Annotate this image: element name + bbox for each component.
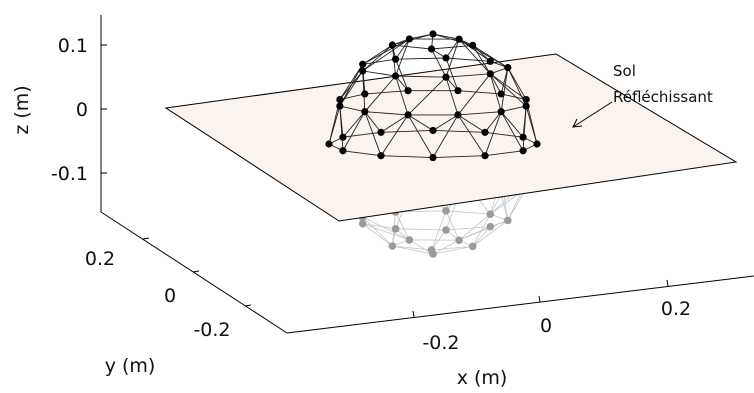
sphere-vertex (442, 207, 450, 215)
y-tick-label: 0 (164, 285, 176, 307)
y-tick-label: -0.2 (193, 319, 230, 341)
sphere-edge (473, 214, 491, 246)
z-tick-label: 0 (76, 99, 88, 121)
sphere-vertex (389, 242, 397, 250)
z-tick-labels: 0.1 0 -0.1 (51, 35, 88, 185)
sphere-vertex (487, 58, 494, 65)
sphere-vertex (487, 210, 495, 218)
sphere-vertex (523, 96, 530, 103)
x-tick-labels: -0.2 0 0.2 (422, 298, 691, 354)
sphere-vertex (377, 152, 384, 159)
sphere-vertex (359, 67, 366, 74)
sphere-vertex (454, 87, 461, 94)
sphere-vertex (429, 127, 436, 134)
sphere-vertex (404, 111, 411, 118)
x-tick-label: 0.2 (661, 298, 691, 320)
z-tick-label: 0.1 (58, 35, 88, 57)
sphere-vertex (406, 35, 413, 42)
sphere-vertex (469, 243, 477, 251)
sphere-vertex (428, 45, 435, 52)
sphere-vertex (498, 90, 505, 97)
sphere-vertex (377, 129, 384, 136)
sphere-vertex (336, 102, 343, 109)
sphere-vertex (325, 140, 332, 147)
sphere-edge (363, 224, 396, 229)
sphere-vertex (359, 61, 366, 68)
sphere-vertex (469, 42, 476, 49)
sphere-vertex (481, 152, 488, 159)
sphere-edge (363, 217, 393, 246)
sphere-vertex (389, 41, 396, 48)
sphere-edge (363, 71, 396, 76)
sphere-vertex (392, 72, 399, 79)
x-axis-label: x (m) (457, 367, 508, 388)
sphere-vertex (487, 223, 495, 231)
sphere-vertex (404, 87, 411, 94)
sphere-edge (433, 34, 459, 39)
reflective-ground-plane (166, 54, 736, 221)
sphere-vertex (392, 56, 399, 63)
z-axis-label: z (m) (11, 85, 33, 134)
sphere-vertex (504, 64, 511, 71)
x-tick-label: 0 (540, 315, 552, 337)
sphere-vertex (406, 236, 414, 244)
sphere-vertex (339, 134, 346, 141)
sphere-edge (433, 246, 473, 254)
y-axis-label: y (m) (105, 355, 156, 377)
sphere-vertex (429, 250, 437, 258)
y-tick-label: 0.2 (85, 248, 115, 270)
sphere-vertex (442, 74, 449, 81)
sphere-edge (433, 34, 473, 45)
y-axis-line (101, 212, 287, 333)
sphere-vertex (442, 54, 449, 61)
y-tick-labels: 0.2 0 -0.2 (85, 248, 231, 341)
sphere-vertex (339, 147, 346, 154)
sphere-vertex (455, 236, 463, 244)
sphere-vertex (498, 108, 505, 115)
sphere-edge (363, 39, 410, 71)
sphere-vertex (481, 129, 488, 136)
sphere-vertex (429, 154, 436, 161)
annotation-line1: Sol (613, 62, 636, 80)
z-tick-label: -0.1 (51, 163, 88, 185)
sphere-vertex (442, 226, 450, 234)
sphere-vertex (487, 70, 494, 77)
annotation-line2: Réfléchissant (613, 88, 713, 106)
sphere-edge (432, 246, 473, 250)
sphere-edge (363, 224, 393, 246)
sphere-vertex (361, 90, 368, 97)
sphere-vertex (519, 134, 526, 141)
sphere-vertex (533, 140, 540, 147)
sphere-edge (396, 229, 446, 230)
sphere-vertex (504, 217, 512, 225)
sphere-edge (396, 58, 446, 59)
sphere-vertex (361, 108, 368, 115)
sphere-vertex (523, 102, 530, 109)
sphere-edge (409, 34, 433, 39)
sphere-vertex (429, 30, 436, 37)
sphere-edge (363, 45, 393, 71)
sphere-vertex (392, 225, 400, 233)
sphere-vertex (336, 96, 343, 103)
x-tick-label: -0.2 (422, 332, 459, 354)
sphere-vertex (454, 111, 461, 118)
sphere-vertex (359, 220, 367, 228)
sphere-vertex (519, 147, 526, 154)
sphere-vertex (455, 36, 462, 43)
